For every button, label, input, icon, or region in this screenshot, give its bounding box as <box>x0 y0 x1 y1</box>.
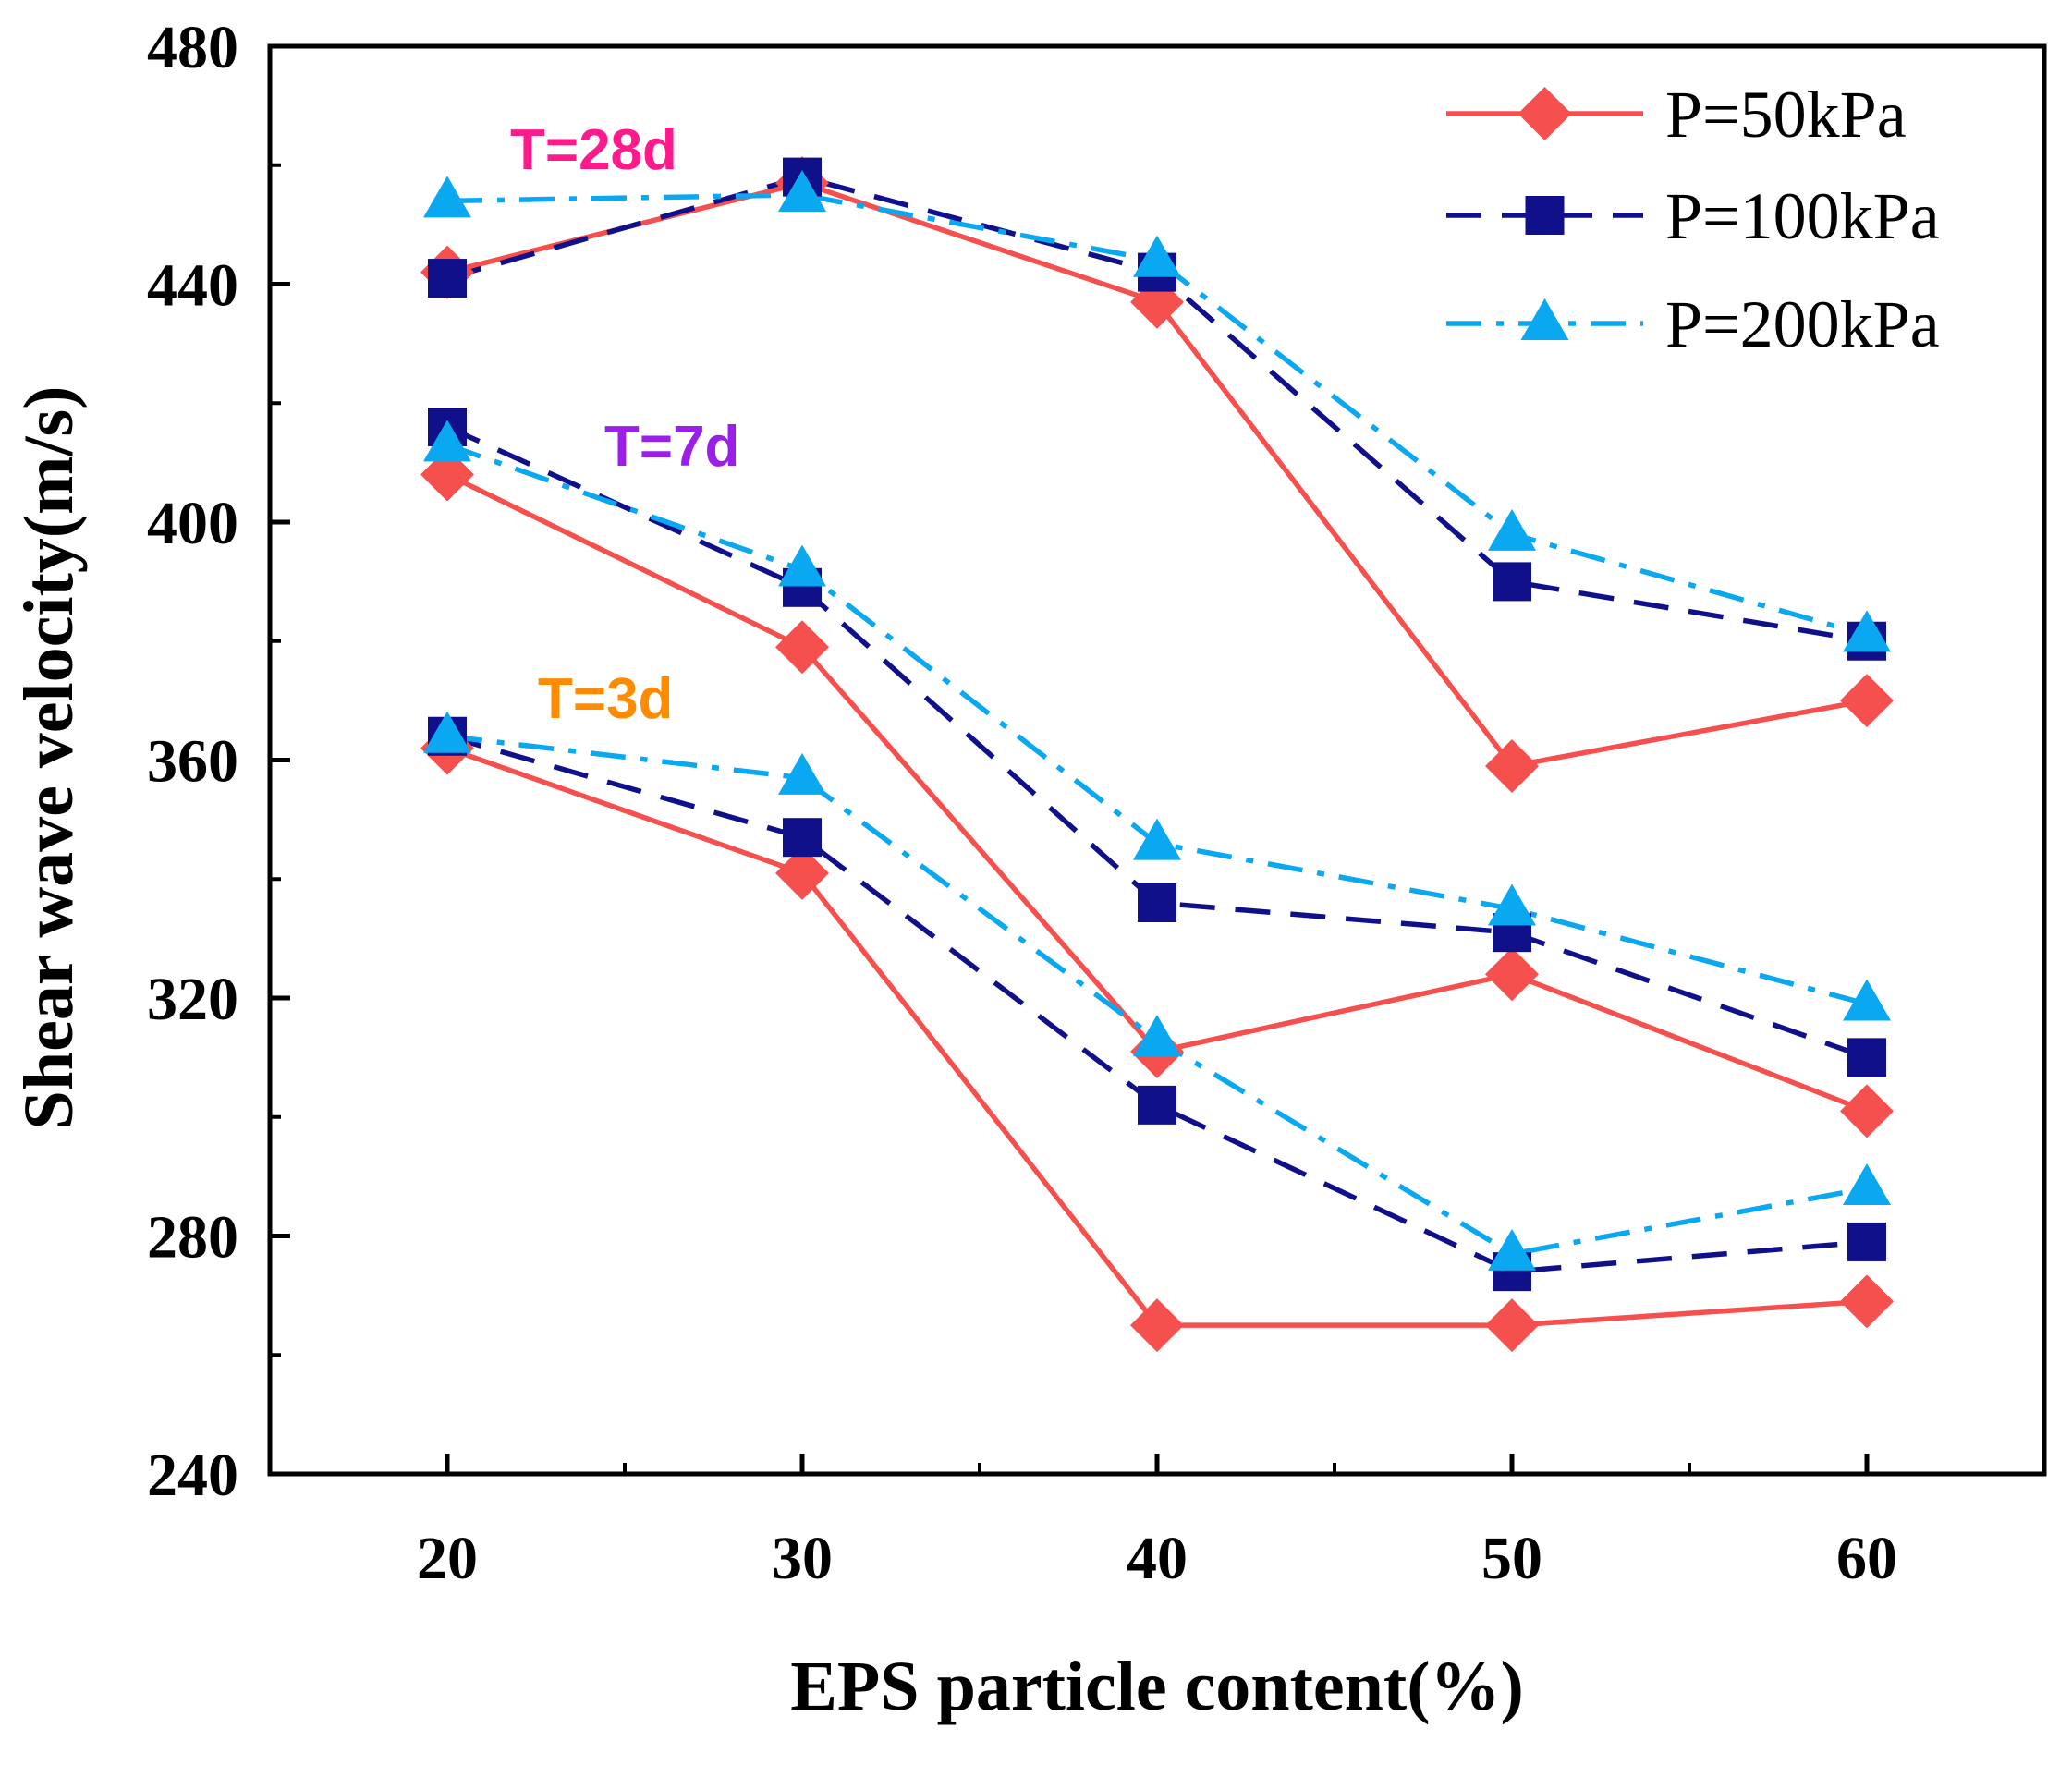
point-t28d-p200-50 <box>1488 508 1536 551</box>
legend-label-p200: P=200kPa <box>1665 287 1940 361</box>
point-t3d-p200-40 <box>1133 1015 1181 1057</box>
y-tick-label-360: 360 <box>147 728 238 796</box>
point-t3d-p100-30 <box>783 818 822 858</box>
y-tick-label-320: 320 <box>147 966 238 1033</box>
x-tick-label-60: 60 <box>1836 1525 1897 1592</box>
y-tick-label-280: 280 <box>147 1204 238 1272</box>
legend-entry-p200: P=200kPa <box>1446 287 1940 361</box>
point-t7d-p200-20 <box>423 420 471 462</box>
point-t7d-p50-30 <box>775 620 829 675</box>
annotation-t28d: T=28d <box>510 118 677 182</box>
legend: P=50kPa P=100kPa P=200kPa <box>1446 78 1940 361</box>
line-t3d-p200 <box>446 734 1868 1257</box>
x-tick-label-30: 30 <box>772 1525 833 1592</box>
point-t28d-p100-50 <box>1493 562 1531 602</box>
point-t28d-p200-30 <box>778 169 826 212</box>
y-axis-title: Shear wave velocity(m/s) <box>10 386 88 1130</box>
point-t7d-p100-60 <box>1847 1038 1886 1077</box>
point-t7d-p200-30 <box>778 544 826 587</box>
legend-symbol-p100 <box>1525 196 1565 235</box>
point-t28d-p200-60 <box>1843 610 1891 652</box>
legend-label-p100: P=100kPa <box>1665 179 1940 253</box>
point-t28d-p50-60 <box>1840 674 1894 728</box>
point-t3d-p200-20 <box>423 711 471 753</box>
series-lines <box>445 174 1868 1328</box>
point-t3d-p200-50 <box>1488 1228 1536 1271</box>
point-t28d-p200-20 <box>423 176 471 218</box>
axis-tick-labels: 20 30 40 50 60 240 280 320 360 400 440 480 <box>147 14 1897 1592</box>
legend-entry-p100: P=100kPa <box>1446 179 1940 253</box>
x-tick-label-20: 20 <box>417 1525 478 1592</box>
x-tick-label-50: 50 <box>1481 1525 1542 1592</box>
y-tick-label-440: 440 <box>147 252 238 320</box>
point-t7d-p200-50 <box>1488 883 1536 926</box>
point-t3d-p50-40 <box>1130 1298 1184 1353</box>
series-markers <box>420 156 1894 1353</box>
point-t7d-p200-40 <box>1133 818 1181 860</box>
point-t3d-p50-30 <box>775 846 829 900</box>
annotation-t7d: T=7d <box>604 415 739 479</box>
legend-marker-p200 <box>1520 298 1569 340</box>
point-t28d-p50-50 <box>1485 738 1539 793</box>
point-t7d-p100-40 <box>1138 883 1176 922</box>
point-t3d-p100-60 <box>1847 1222 1886 1261</box>
legend-entry-p50: P=50kPa <box>1446 78 1907 152</box>
point-t28d-p200-40 <box>1133 235 1181 277</box>
point-t3d-p50-50 <box>1485 1298 1539 1353</box>
legend-symbol-p200 <box>1520 298 1569 340</box>
point-t3d-p200-30 <box>778 752 826 795</box>
y-tick-label-480: 480 <box>147 14 238 81</box>
y-tick-label-400: 400 <box>147 490 238 557</box>
line-t3d-p100 <box>446 734 1868 1274</box>
y-tick-label-240: 240 <box>147 1442 238 1509</box>
point-t3d-p50-60 <box>1840 1274 1894 1329</box>
legend-marker-p100 <box>1525 196 1565 235</box>
x-tick-label-40: 40 <box>1127 1525 1188 1592</box>
x-axis-title: EPS particle content(%) <box>790 1648 1524 1725</box>
point-t28d-p100-20 <box>428 259 467 298</box>
axis-ticks <box>270 43 1870 1477</box>
annotation-t3d: T=3d <box>538 667 673 731</box>
point-t7d-p50-50 <box>1485 947 1539 1002</box>
line-t28d-p200 <box>446 192 1868 638</box>
point-t3d-p100-40 <box>1138 1085 1176 1125</box>
legend-marker-p50 <box>1517 87 1572 140</box>
legend-symbol-p50 <box>1517 87 1572 140</box>
point-t3d-p200-60 <box>1843 1163 1891 1205</box>
legend-label-p50: P=50kPa <box>1665 78 1907 152</box>
point-t7d-p50-60 <box>1840 1084 1894 1138</box>
point-t7d-p200-60 <box>1843 979 1891 1021</box>
